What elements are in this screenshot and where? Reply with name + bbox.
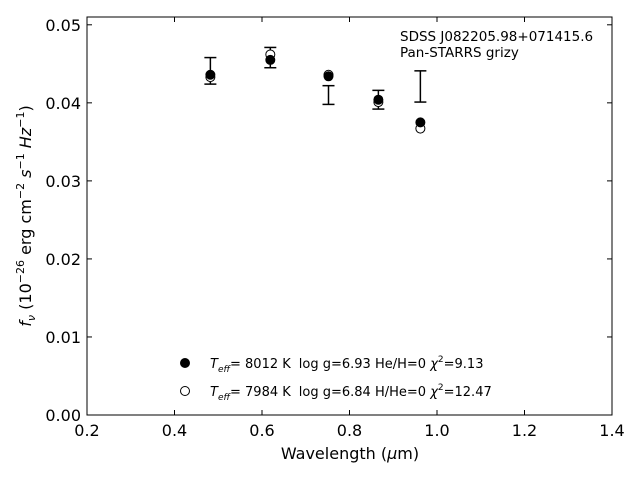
model-point-filled [373,94,384,105]
x-tick-label: 1.2 [512,421,537,440]
x-axis-ticks: 0.2 0.4 0.6 0.8 1.0 1.2 1.4 [74,17,625,440]
object-name-annotation: SDSS J082205.98+071415.6 [400,29,593,45]
x-tick-label: 0.2 [74,421,99,440]
y-tick-label: 0.01 [45,328,81,347]
x-tick-label: 0.4 [162,421,187,440]
y-axis-label: fν (10−26 erg cm−2 s−1 Hz−1) [14,105,38,326]
y-tick-label: 0.05 [45,16,81,35]
model-point-filled [205,69,216,80]
y-axis-ticks: 0.00 0.01 0.02 0.03 0.04 0.05 [45,16,612,425]
y-tick-label: 0.04 [45,94,81,113]
legend-marker-open [180,386,190,396]
x-tick-label: 0.8 [337,421,362,440]
x-tick-label: 1.4 [599,421,624,440]
y-tick-label: 0.00 [45,406,81,425]
model-point-filled [265,54,276,65]
data-points [205,49,426,134]
plot-frame [86,16,613,416]
survey-name-annotation: Pan-STARRS grizy [400,45,519,61]
x-tick-label: 0.6 [249,421,274,440]
x-tick-label: 1.0 [424,421,449,440]
y-tick-label: 0.03 [45,172,81,191]
y-tick-label: 0.02 [45,250,81,269]
legend-marker-filled [180,358,190,368]
model-point-filled [415,117,426,128]
error-bars [204,46,427,110]
x-axis-label: Wavelength (μm) [281,444,419,463]
model-point-filled [323,71,334,82]
